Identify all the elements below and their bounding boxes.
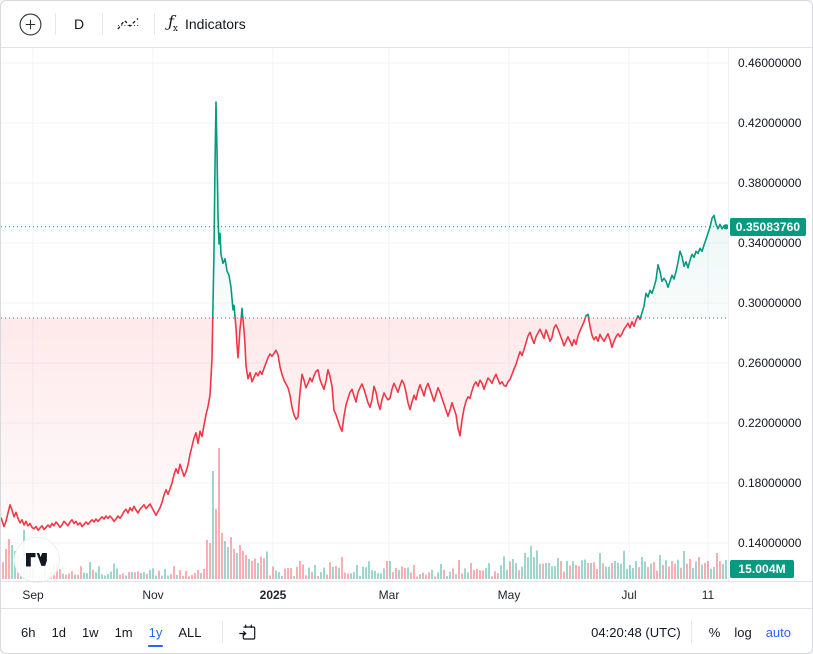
current-volume-badge: 15.004M (730, 560, 794, 578)
price-tick-label: 0.22000000 (738, 416, 802, 430)
price-tick-label: 0.34000000 (738, 236, 802, 250)
tradingview-logo-icon (26, 553, 47, 567)
date-range-group: 6h 1d 1w 1m 1y ALL (15, 618, 262, 647)
clock-utc[interactable]: 04:20:48 (UTC) (591, 624, 681, 640)
time-tick-label: Sep (22, 588, 44, 602)
indicators-button[interactable]: ƒx Indicators (162, 8, 252, 40)
price-chart-svg[interactable] (1, 48, 728, 581)
percent-scale-button[interactable]: % (702, 621, 728, 644)
toolbar-separator (690, 621, 692, 643)
range-button-6h[interactable]: 6h (15, 620, 41, 645)
range-button-1d[interactable]: 1d (45, 620, 71, 645)
price-tick-label: 0.30000000 (738, 296, 802, 310)
go-to-date-button[interactable] (233, 618, 262, 647)
symbol-search-button[interactable] (13, 8, 48, 40)
time-tick-label: 2025 (259, 588, 287, 602)
bottom-toolbar: 6h 1d 1w 1m 1y ALL 04:20:48 (UTC) % log auto (1, 608, 812, 653)
time-tick-label: Mar (378, 588, 400, 602)
time-tick-label: Nov (142, 588, 164, 602)
range-button-1w[interactable]: 1w (76, 620, 105, 645)
auto-scale-button[interactable]: auto (759, 621, 798, 644)
current-price-badge: 0.35083760 (730, 217, 806, 236)
plus-circle-icon (19, 13, 42, 35)
interval-button[interactable]: D (63, 8, 95, 40)
fx-icon: ƒx (168, 12, 178, 34)
time-axis[interactable]: Sep Nov 2025 Mar May Jul 11 (1, 581, 812, 608)
price-tick-label: 0.18000000 (738, 476, 802, 490)
price-tick-label: 0.46000000 (738, 56, 802, 70)
range-button-1m[interactable]: 1m (109, 620, 139, 645)
top-toolbar: D ƒx Indicators (1, 1, 812, 48)
price-line (1, 101, 728, 532)
time-tick-label: May (497, 588, 521, 602)
time-tick-label: Jul (621, 588, 637, 602)
range-button-1y[interactable]: 1y (143, 620, 169, 647)
price-tick-label: 0.38000000 (738, 176, 802, 190)
indicators-label: Indicators (185, 16, 246, 32)
price-axis[interactable]: 0.35083760 15.004M 0.46000000 0.42000000 0… (728, 48, 812, 581)
price-tick-label: 0.42000000 (738, 116, 802, 130)
toolbar-separator (102, 13, 103, 35)
time-tick-label: 11 (701, 588, 715, 602)
line-style-icon (117, 18, 139, 30)
interval-label: D (73, 16, 85, 32)
chart-style-button[interactable] (110, 8, 147, 40)
calendar-goto-icon (238, 624, 255, 640)
price-tick-label: 0.26000000 (738, 356, 802, 370)
toolbar-separator (154, 13, 155, 35)
range-button-all[interactable]: ALL (172, 620, 207, 645)
area-fills (1, 102, 728, 531)
reference-lines (1, 226, 728, 319)
log-scale-button[interactable]: log (727, 621, 758, 644)
chart-area[interactable]: 0.35083760 15.004M 0.46000000 0.42000000 0… (1, 48, 812, 583)
last-price-marker (723, 224, 728, 230)
scale-controls: 04:20:48 (UTC) % log auto (591, 621, 798, 644)
toolbar-separator (55, 13, 56, 35)
tradingview-logo[interactable] (14, 537, 60, 583)
toolbar-separator (221, 621, 223, 643)
price-tick-label: 0.14000000 (738, 536, 802, 550)
